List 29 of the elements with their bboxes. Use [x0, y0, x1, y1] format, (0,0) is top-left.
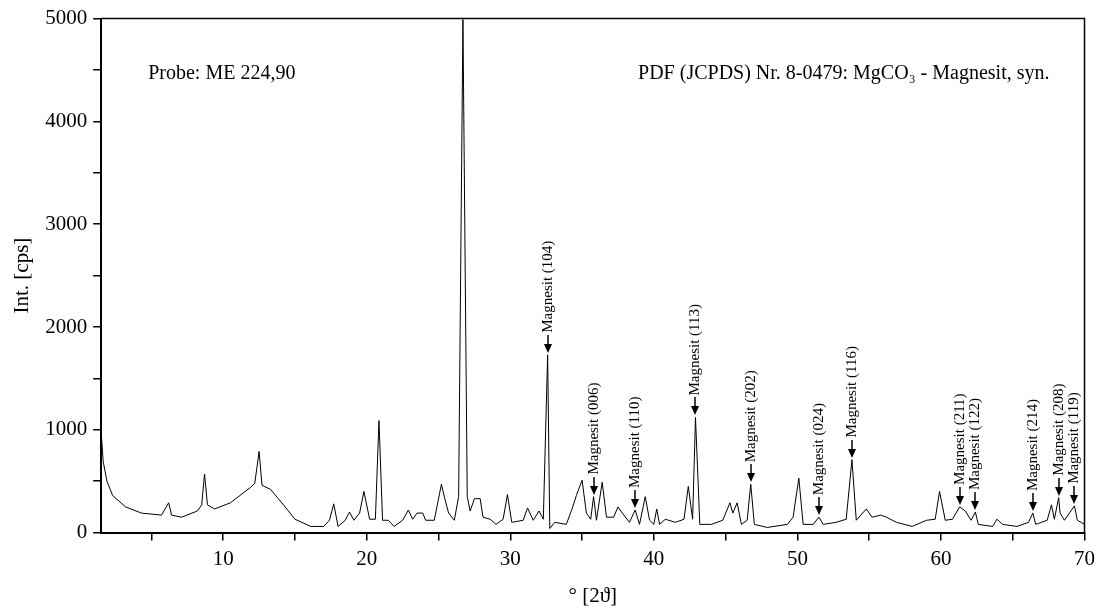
annotation: Magnesit (202) — [741, 370, 759, 463]
annotation: Magnesit (110) — [626, 396, 644, 488]
annotation: Magnesit (208) — [1049, 383, 1067, 476]
x-axis-title: ° [2ϑ] — [568, 582, 618, 607]
y-tick-label: 3000 — [45, 210, 88, 235]
y-tick-label: 4000 — [45, 107, 88, 132]
y-axis-title: Int. [cps] — [9, 237, 34, 314]
annotation: Probe: ME 224,90 — [148, 60, 296, 83]
x-tick-label: 10 — [212, 545, 234, 570]
annotation: Magnesit (119) — [1065, 392, 1083, 484]
annotation: Magnesit (116) — [842, 346, 860, 438]
annotation: PDF (JCPDS) Nr. 8-0479: MgCO₃ - Magnesit, syn. — [638, 60, 1050, 84]
annotation: Magnesit (211) — [950, 393, 968, 485]
x-tick-label: 60 — [930, 545, 952, 570]
x-tick-label: 20 — [356, 545, 378, 570]
annotation: Magnesit (024) — [809, 403, 827, 496]
x-tick-label: 70 — [1074, 545, 1095, 570]
y-tick-label: 1000 — [45, 416, 88, 441]
annotation: Magnesit (104) — [538, 240, 556, 333]
annotation: Magnesit (122) — [966, 397, 984, 491]
annotation: Magnesit (113) — [686, 303, 704, 396]
annotation: Magnesit (006) — [584, 382, 602, 475]
x-tick-label: 30 — [499, 545, 521, 570]
x-tick-label: 40 — [643, 545, 665, 570]
y-tick-label: 2000 — [45, 313, 88, 338]
annotation: Magnesit (214) — [1023, 398, 1041, 492]
y-tick-label: 0 — [76, 519, 88, 544]
x-tick-label: 50 — [786, 545, 808, 570]
y-tick-label: 5000 — [45, 5, 88, 30]
